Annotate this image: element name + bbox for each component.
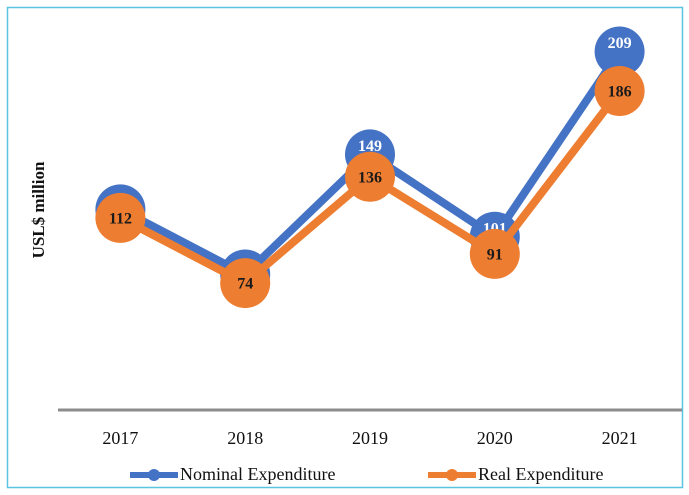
marker [220,258,271,309]
data-label: 136 [358,169,382,186]
marker [594,65,645,116]
data-label: 91 [487,247,503,264]
marker [95,192,146,243]
data-label: 149 [358,138,382,155]
legend-marker [446,469,458,481]
data-label: 209 [608,35,632,52]
x-tick-label: 2019 [352,428,388,448]
x-tick-label: 2018 [227,428,263,448]
x-tick-label: 2017 [102,428,138,448]
data-label: 112 [109,211,132,228]
x-tick-label: 2020 [477,428,513,448]
legend-label: Real Expenditure [478,464,603,484]
x-tick-label: 2021 [602,428,638,448]
legend-label: Nominal Expenditure [180,464,335,484]
y-axis-label: USL$ million [29,161,48,258]
marker [345,151,395,202]
legend-marker [148,469,160,481]
chart-border [6,6,684,489]
data-label: 74 [237,276,253,293]
data-label: 186 [608,84,632,101]
marker [469,228,520,279]
marker [594,26,645,77]
